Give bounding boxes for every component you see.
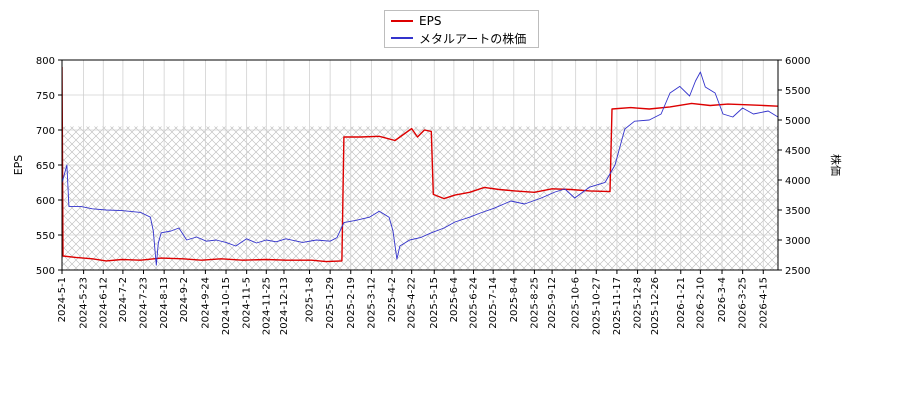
x-axis-tick-label: 2026-3-25 (738, 277, 749, 329)
left-axis-tick-label: 500 (36, 266, 55, 277)
x-axis-tick-label: 2025-10-6 (571, 277, 582, 329)
legend-swatch-stock-price (391, 37, 413, 39)
right-axis-tick-label: 3500 (785, 206, 810, 217)
x-axis-tick-label: 2025-9-12 (547, 277, 558, 329)
x-axis-tick-label: 2024-6-12 (98, 277, 109, 329)
x-axis-tick-label: 2025-4-2 (387, 277, 398, 322)
x-axis-tick-label: 2024-5-23 (79, 277, 90, 329)
legend-swatch-eps (391, 20, 413, 22)
x-axis-tick-label: 2026-2-10 (695, 277, 706, 329)
x-axis-tick-label: 2025-6-24 (469, 277, 480, 329)
left-axis-tick-label: 800 (36, 56, 55, 67)
x-axis-tick-label: 2025-12-26 (650, 277, 661, 335)
legend-entry-stock-price: メタルアートの株価 (391, 30, 526, 46)
x-axis-tick-label: 2024-11-25 (261, 277, 272, 335)
hatch-band (62, 126, 778, 270)
chart-legend: EPS メタルアートの株価 (384, 10, 539, 48)
x-axis-tick-label: 2025-4-22 (407, 277, 418, 329)
right-axis-label: 株価 (829, 154, 843, 176)
x-axis-tick-label: 2024-9-2 (179, 277, 190, 322)
x-axis-tick-label: 2025-3-12 (366, 277, 377, 329)
x-axis-tick-label: 2024-12-13 (279, 277, 290, 335)
x-axis-tick-label: 2025-2-19 (346, 277, 357, 329)
x-axis-tick-label: 2024-5-1 (57, 277, 68, 322)
x-axis-tick-label: 2024-11-5 (242, 277, 253, 329)
right-axis-tick-label: 4500 (785, 146, 810, 157)
x-axis-tick-label: 2025-1-8 (305, 277, 316, 322)
left-axis-tick-label: 600 (36, 196, 55, 207)
x-axis-tick-label: 2024-7-2 (118, 277, 129, 322)
x-axis-tick-label: 2024-9-24 (200, 277, 211, 329)
grid-lines (61, 59, 778, 271)
legend-label-stock-price: メタルアートの株価 (419, 31, 527, 46)
series-line-eps (62, 66, 778, 263)
x-axis-tick-label: 2025-6-4 (449, 277, 460, 322)
left-axis-tick-label: 650 (36, 161, 55, 172)
x-axis-tick-label: 2024-10-15 (221, 277, 232, 335)
x-axis-tick-label: 2024-8-13 (159, 277, 170, 329)
x-axis-tick-label: 2025-8-4 (509, 277, 520, 322)
x-axis-tick-label: 2026-3-4 (717, 277, 728, 322)
left-axis-label: EPS (12, 155, 25, 176)
left-axis-tick-label: 750 (36, 91, 55, 102)
x-axis-tick-label: 2026-4-15 (758, 277, 769, 329)
right-axis-tick-label: 5500 (785, 86, 810, 97)
right-axis-tick-label: 3000 (785, 236, 810, 247)
x-axis-tick-label: 2024-7-23 (139, 277, 150, 329)
legend-label-eps: EPS (419, 14, 442, 28)
x-axis-tick-label: 2025-8-25 (529, 277, 540, 329)
series-line-stock-price (62, 71, 778, 266)
right-axis-tick-label: 6000 (785, 56, 810, 67)
right-axis-tick-label: 5000 (785, 116, 810, 127)
right-axis-tick-label: 4000 (785, 176, 810, 187)
x-axis-tick-label: 2025-7-14 (488, 277, 499, 329)
x-axis-tick-label: 2025-11-17 (612, 277, 623, 335)
x-axis-tick-label: 2025-1-29 (325, 277, 336, 329)
legend-entry-eps: EPS (391, 13, 441, 29)
right-axis-tick-label: 2500 (785, 266, 810, 277)
x-axis-tick-label: 2025-5-15 (429, 277, 440, 329)
x-axis-tick-label: 2026-1-21 (676, 277, 687, 329)
left-axis-tick-label: 550 (36, 231, 55, 242)
x-axis-tick-label: 2025-10-27 (591, 277, 602, 335)
x-axis-tick-label: 2025-12-8 (633, 277, 644, 329)
left-axis-tick-label: 700 (36, 126, 55, 137)
